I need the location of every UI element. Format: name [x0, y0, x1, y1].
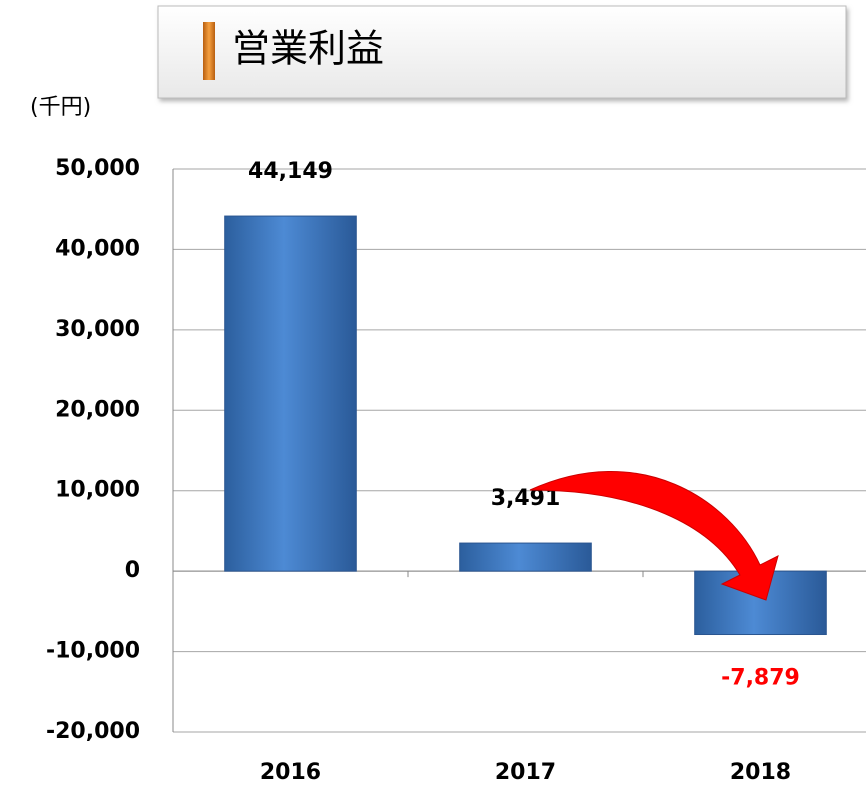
chart-title: 営業利益 [232, 27, 384, 71]
y-tick-label: 20,000 [55, 397, 140, 422]
x-tick-label: 2017 [495, 760, 556, 785]
x-tick-label: 2018 [730, 760, 791, 785]
bar [459, 542, 592, 572]
trend-arrow [529, 471, 779, 601]
data-label: 44,149 [248, 159, 333, 184]
title-box [157, 5, 847, 99]
x-tick-label: 2016 [260, 760, 321, 785]
y-tick-label: 30,000 [55, 317, 140, 342]
bar [224, 215, 357, 572]
y-tick-label: 50,000 [55, 156, 140, 181]
y-tick-label: -10,000 [46, 639, 140, 664]
y-tick-label: -20,000 [46, 719, 140, 744]
y-tick-label: 40,000 [55, 236, 140, 261]
data-label: -7,879 [721, 666, 800, 691]
y-tick-label: 0 [125, 558, 140, 583]
plot: -20,000 -10,000 0 10,000 20,000 30,000 40,000 5… [46, 156, 866, 785]
unit-label: (千円) [30, 95, 91, 120]
title-icon [203, 22, 215, 80]
y-tick-label: 10,000 [55, 478, 140, 503]
